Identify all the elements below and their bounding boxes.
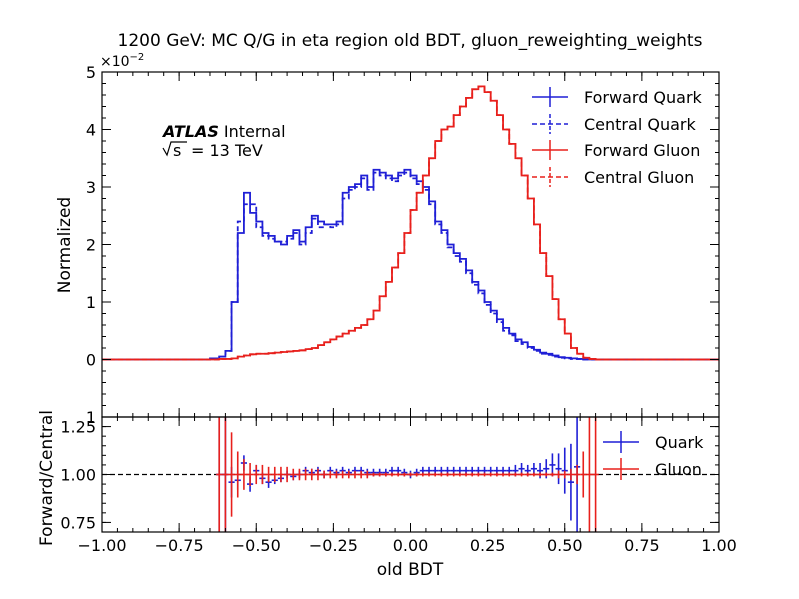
ratio-y-axis-label: Forward/Central [37, 410, 57, 546]
series-line-forward-quark [102, 168, 719, 361]
x-tick-label: −0.75 [155, 536, 204, 555]
ratio-y-tick-label: 1.00 [60, 466, 96, 485]
ratio-y-tick-label: 0.75 [60, 513, 96, 532]
legend-label-quark: Quark [655, 433, 704, 452]
main-y-axis-label: Normalized [55, 197, 75, 293]
x-tick-label: −0.25 [309, 536, 358, 555]
legend-entry-central-quark: Central Quark [532, 114, 696, 134]
main-y-tick-label: 2 [86, 236, 96, 255]
legend-entry-quark: Quark [603, 431, 704, 453]
ratio-legend: Quark Gluon [603, 431, 704, 480]
chart-title: 1200 GeV: MC Q/G in eta region old BDT, … [118, 31, 703, 51]
main-legend: Forward Quark Central Quark Forward Gluo… [532, 87, 703, 187]
series-line-central-quark [102, 171, 719, 361]
x-tick-label: −0.50 [232, 536, 281, 555]
x-tick-label: 0.75 [624, 536, 660, 555]
legend-entry-forward-gluon: Forward Gluon [532, 140, 700, 160]
main-y-tick-label: 1 [86, 293, 96, 312]
x-tick-label: 0.50 [547, 536, 583, 555]
main-y-tick-label: 4 [86, 121, 96, 140]
main-panel: 0 1 2 3 4 5 1 ×10−2 Normalized ATLAS Internal s… [55, 52, 720, 427]
legend-label-central-gluon: Central Gluon [584, 168, 694, 187]
ratio-clipped-group [102, 417, 719, 532]
legend-entry-central-gluon: Central Gluon [532, 167, 694, 187]
x-tick-label: 0.00 [393, 536, 429, 555]
legend-label-gluon: Gluon [655, 460, 702, 479]
energy-text: = 13 TeV [191, 141, 263, 160]
sqrt-symbol-icon [162, 141, 187, 157]
ratio-panel: 0.75 1.00 1.25 −1.00 −0.75 −0.50 −0.25 0.00 0.25… [37, 410, 737, 580]
sqrt-s-text: s [173, 141, 181, 160]
main-y-tick-label-clipped: 1 [86, 408, 96, 427]
x-tick-label: −1.00 [77, 536, 126, 555]
y-scale-label: ×10−2 [100, 52, 144, 70]
ratio-ticks: 0.75 1.00 1.25 −1.00 −0.75 −0.50 −0.25 0.00 0.25… [60, 416, 737, 555]
series-line-forward-gluon [102, 85, 719, 361]
energy-label: s = 13 TeV [162, 141, 263, 160]
legend-entry-forward-quark: Forward Quark [532, 87, 703, 107]
legend-label-forward-gluon: Forward Gluon [584, 141, 700, 160]
x-tick-label: 1.00 [701, 536, 737, 555]
main-plot-area [102, 85, 719, 361]
legend-label-central-quark: Central Quark [584, 115, 696, 134]
ratio-plot-area [102, 417, 719, 532]
main-y-tick-label: 0 [86, 351, 96, 370]
atlas-label: ATLAS Internal [161, 122, 286, 141]
main-y-tick-label: 3 [86, 178, 96, 197]
ratio-y-tick-label: 1.25 [60, 418, 96, 437]
legend-label-forward-quark: Forward Quark [584, 88, 703, 107]
x-axis-label: old BDT [377, 560, 444, 580]
ratio-frame [101, 416, 720, 533]
legend-entry-gluon: Gluon [603, 458, 702, 480]
main-y-tick-label: 5 [86, 63, 96, 82]
x-tick-label: 0.25 [470, 536, 506, 555]
